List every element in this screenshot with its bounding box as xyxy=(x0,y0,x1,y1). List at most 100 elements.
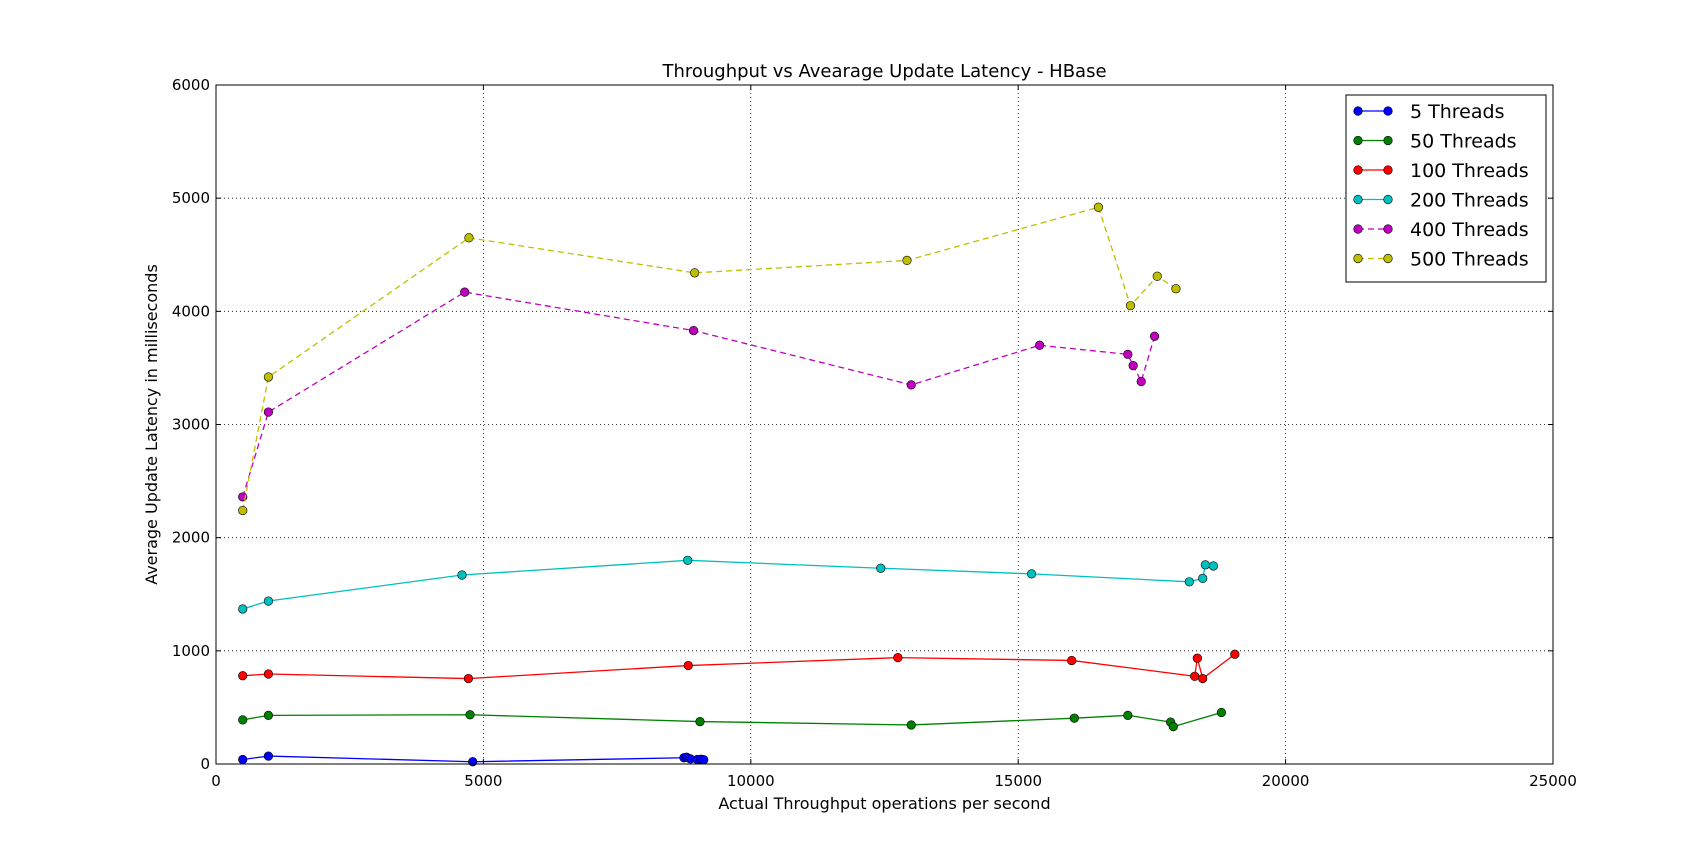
y-tick-label: 4000 xyxy=(172,302,210,320)
legend-label: 100 Threads xyxy=(1410,160,1529,182)
data-point xyxy=(263,751,274,761)
data-point xyxy=(1128,361,1138,371)
data-point xyxy=(688,325,699,336)
legend-marker xyxy=(1353,165,1363,175)
data-point xyxy=(1136,376,1146,387)
x-tick-label: 5000 xyxy=(464,772,502,790)
x-tick-label: 20000 xyxy=(1262,772,1310,790)
data-point xyxy=(263,596,274,606)
data-point xyxy=(1093,202,1104,212)
data-point xyxy=(876,563,886,573)
data-point xyxy=(460,287,470,297)
data-point xyxy=(1216,707,1227,718)
data-point xyxy=(1034,340,1045,350)
series-4 xyxy=(238,555,1219,614)
legend-marker xyxy=(1383,135,1393,146)
legend-label: 200 Threads xyxy=(1410,190,1529,212)
data-point xyxy=(1152,271,1162,281)
legend-marker xyxy=(1353,135,1363,146)
data-point xyxy=(699,755,709,765)
series-3 xyxy=(238,649,1240,684)
legend-marker xyxy=(1353,224,1363,234)
legend-entry: 400 Threads xyxy=(1353,219,1529,241)
x-tick-label: 15000 xyxy=(994,772,1042,790)
y-axis-label: Average Update Latency in milliseconds xyxy=(142,264,161,585)
data-point xyxy=(1123,710,1133,720)
data-point xyxy=(457,570,467,580)
data-point xyxy=(263,669,274,679)
data-point xyxy=(238,505,248,516)
legend-label: 5 Threads xyxy=(1410,101,1504,123)
legend-entry: 100 Threads xyxy=(1353,160,1529,182)
data-point xyxy=(906,720,916,730)
legend-marker xyxy=(1383,224,1393,234)
data-point xyxy=(463,673,474,684)
data-point xyxy=(1069,713,1079,723)
series-line xyxy=(242,206,1177,511)
series-5 xyxy=(238,287,1160,502)
data-point xyxy=(1190,671,1200,681)
x-tick-label: 25000 xyxy=(1529,772,1577,790)
series-6 xyxy=(238,202,1181,516)
chart-title: Throughput vs Avearage Update Latency - … xyxy=(661,61,1106,82)
legend-marker xyxy=(1383,253,1393,264)
data-point xyxy=(1168,722,1178,732)
legend-label: 400 Threads xyxy=(1410,219,1529,241)
legend-marker xyxy=(1383,106,1393,116)
y-tick-label: 6000 xyxy=(172,76,210,94)
data-point xyxy=(1149,331,1160,341)
legend-entry: 200 Threads xyxy=(1353,190,1529,212)
x-tick-label: 0 xyxy=(211,772,221,790)
data-point xyxy=(1198,573,1208,584)
data-point xyxy=(683,555,693,565)
grid-layer xyxy=(216,85,1553,764)
data-point xyxy=(906,380,916,390)
y-tick-label: 2000 xyxy=(172,529,210,547)
x-tick-label: 10000 xyxy=(727,772,775,790)
data-point xyxy=(464,233,474,243)
data-point xyxy=(263,710,274,720)
data-point xyxy=(683,660,693,671)
data-point xyxy=(1230,649,1240,659)
legend-box xyxy=(1345,94,1547,283)
series-line xyxy=(242,653,1236,680)
series-line xyxy=(242,559,1214,610)
data-point xyxy=(902,255,912,266)
legend: 5 Threads 50 Threads 100 Threads 200 Thread… xyxy=(1345,94,1547,283)
legend-marker xyxy=(1353,106,1363,116)
data-point xyxy=(1125,301,1136,311)
legend-marker xyxy=(1353,253,1363,264)
x-axis-label: Actual Throughput operations per second xyxy=(718,794,1050,813)
y-tick-label: 3000 xyxy=(172,416,210,434)
data-point xyxy=(1198,673,1208,684)
data-point xyxy=(1200,560,1210,570)
data-point xyxy=(893,653,903,663)
data-point xyxy=(238,754,248,765)
legend-marker xyxy=(1383,165,1393,175)
data-point xyxy=(1171,284,1181,294)
data-point xyxy=(1184,577,1194,587)
series-layer xyxy=(238,202,1240,767)
legend-entry: 500 Threads xyxy=(1353,249,1529,271)
legend-label: 500 Threads xyxy=(1410,249,1529,271)
series-line xyxy=(242,291,1156,498)
legend-label: 50 Threads xyxy=(1410,131,1517,153)
data-point xyxy=(238,715,248,725)
data-point xyxy=(1026,569,1037,579)
series-2 xyxy=(238,707,1227,732)
tick-layer: 0 5000 10000 15000 20000 25000 0 1000 2000 3000 40… xyxy=(172,76,1577,790)
legend-entry: 5 Threads xyxy=(1353,101,1504,123)
data-point xyxy=(238,671,248,681)
data-point xyxy=(468,757,478,767)
data-point xyxy=(263,407,274,417)
legend-marker xyxy=(1383,194,1393,205)
y-tick-label: 5000 xyxy=(172,189,210,207)
data-point xyxy=(238,604,248,614)
y-tick-label: 1000 xyxy=(172,642,210,660)
data-point xyxy=(690,268,700,278)
data-point xyxy=(1123,349,1133,359)
data-point xyxy=(1208,561,1219,571)
data-point xyxy=(695,716,705,727)
